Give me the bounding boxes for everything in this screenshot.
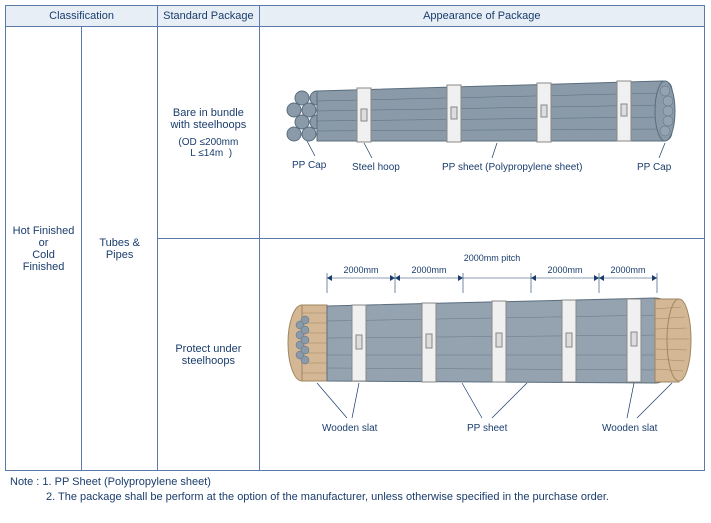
svg-text:Wooden slat: Wooden slat [602, 423, 658, 434]
notes-section: Note : 1. PP Sheet (Polypropylene sheet)… [10, 476, 701, 503]
note-1: Note : 1. PP Sheet (Polypropylene sheet) [10, 476, 701, 488]
package-1-title: Bare in bundle with steelhoops [162, 107, 254, 131]
svg-text:2000mm: 2000mm [610, 265, 645, 275]
cell-classification-1: Hot Finished or Cold Finished [6, 27, 82, 471]
note-2: 2. The package shall be perform at the o… [46, 491, 701, 503]
package-1-spec: (OD ≤200mm L ≤14m ) [162, 137, 254, 159]
svg-text:PP sheet: PP sheet [467, 423, 508, 434]
header-standard-package: Standard Package [158, 6, 259, 27]
svg-text:2000mm: 2000mm [547, 265, 582, 275]
packaging-table: Classification Standard Package Appearan… [5, 5, 705, 471]
svg-text:PP Cap: PP Cap [292, 160, 327, 171]
header-appearance: Appearance of Package [259, 6, 704, 27]
svg-text:Steel hoop: Steel hoop [352, 162, 400, 173]
svg-text:2000mm pitch: 2000mm pitch [464, 253, 521, 263]
diagram-bare-bundle: PP Cap Steel hoop PP sheet (Polypropylen… [267, 31, 697, 231]
svg-text:PP sheet (Polypropylene sheet: PP sheet (Polypropylene sheet) [442, 162, 582, 173]
cell-classification-2: Tubes & Pipes [82, 27, 158, 471]
svg-text:2000mm: 2000mm [343, 265, 378, 275]
svg-text:Wooden slat: Wooden slat [322, 423, 378, 434]
diagram-protect-under: 2000mm pitch 2000mm 2000mm 2000mm 2000mm [267, 243, 697, 463]
svg-text:PP Cap: PP Cap [637, 162, 672, 173]
package-2-title: Protect under steelhoops [162, 343, 254, 367]
header-classification: Classification [6, 6, 158, 27]
svg-text:2000mm: 2000mm [411, 265, 446, 275]
